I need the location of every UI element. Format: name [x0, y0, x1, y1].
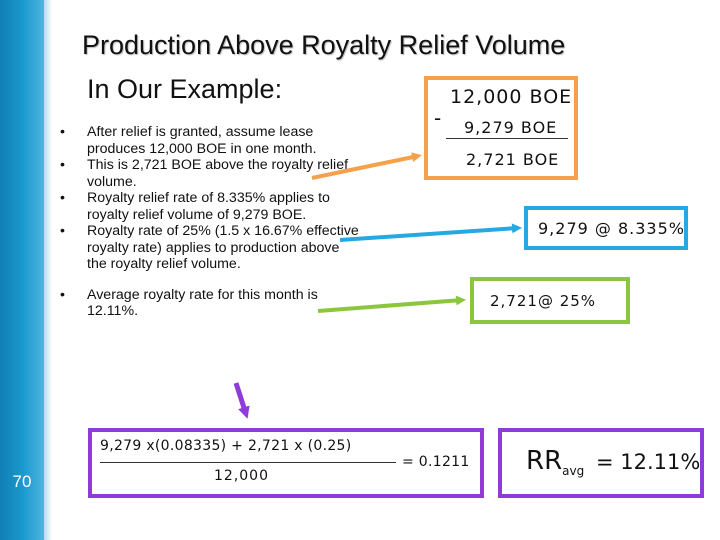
average-box: RRavg = 12.11%	[498, 428, 704, 498]
fraction-line	[100, 462, 396, 463]
page-number: 70	[12, 472, 32, 491]
bullet-item: Royalty rate of 25% (1.5 x 16.67% effect…	[60, 223, 360, 273]
orange-arrow	[311, 152, 422, 180]
subtraction-line	[446, 138, 568, 139]
average-subscript: avg	[562, 464, 585, 479]
slide-title: Production Above Royalty Relief Volume	[82, 30, 566, 60]
subtraction-box: 12,000 BOE - 9,279 BOE 2,721 BOE	[424, 76, 578, 180]
bullet-item: After relief is granted, assume lease pr…	[60, 124, 360, 157]
relief-rate-box: 9,279 @ 8.335%	[524, 206, 688, 250]
slide-subtitle: In Our Example:	[87, 74, 283, 104]
handwritten-minus: -	[434, 106, 443, 130]
formula-result: = 0.1211	[402, 454, 470, 470]
average-value: = 12.11%	[596, 450, 701, 474]
handwritten-difference: 2,721 BOE	[466, 150, 560, 169]
bullet-item: This is 2,721 BOE above the royalty reli…	[60, 157, 360, 190]
average-rr: RR	[526, 446, 563, 476]
average-symbol: RRavg	[526, 446, 584, 478]
formula-denominator: 12,000	[214, 468, 269, 484]
sidebar-band: 70	[0, 0, 52, 540]
bullet-item: Royalty relief rate of 8.335% applies to…	[60, 190, 360, 223]
formula-numerator: 9,279 x(0.08335) + 2,721 x (0.25)	[100, 438, 352, 454]
formula-box: 9,279 x(0.08335) + 2,721 x (0.25) 12,000…	[88, 428, 484, 498]
handwritten-relief-volume: 9,279 BOE	[464, 118, 558, 137]
handwritten-total: 12,000 BOE	[450, 86, 573, 108]
bullet-list: After relief is granted, assume lease pr…	[60, 124, 360, 320]
handwritten-above-rate: 2,721@ 25%	[490, 292, 597, 310]
above-rate-box: 2,721@ 25%	[470, 277, 630, 324]
purple-arrow	[233, 382, 250, 419]
handwritten-relief-rate: 9,279 @ 8.335%	[538, 219, 685, 238]
blue-arrow	[339, 223, 522, 242]
bullet-item: Average royalty rate for this month is 1…	[60, 287, 360, 320]
green-arrow	[317, 295, 466, 313]
